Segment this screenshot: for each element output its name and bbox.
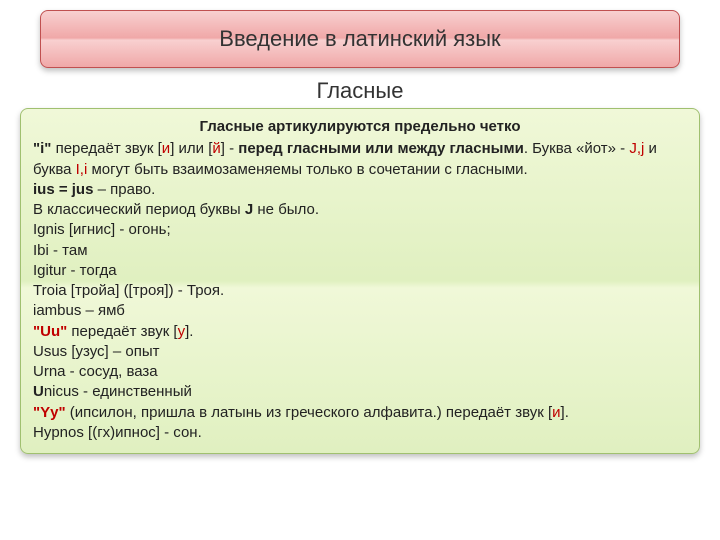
text-highlight: й <box>212 140 220 157</box>
line-7: Troia [тройа] ([троя]) - Троя. <box>33 281 687 301</box>
text: ] - <box>221 140 239 157</box>
line-12: Unicus - единственный <box>33 382 687 402</box>
line-9: "Uu" передаёт звук [у]. <box>33 322 687 342</box>
line-1: "i" передаёт звук [и] или [й] - перед гл… <box>33 139 687 180</box>
line-3: В классический период буквы J не было. <box>33 200 687 220</box>
slide: Введение в латинский язык Гласные Гласны… <box>0 0 720 540</box>
line-4: Ignis [игнис] - огонь; <box>33 220 687 240</box>
line-6: Igitur - тогда <box>33 261 687 281</box>
text: . Буква «йот» - <box>524 140 630 157</box>
text: не было. <box>253 201 319 218</box>
text: передаёт звук [ <box>67 323 177 340</box>
text: могут быть взаимозаменяемы только в соче… <box>87 161 527 178</box>
text-highlight: и <box>162 140 170 157</box>
content-box: Гласные артикулируются предельно четко "… <box>20 108 700 454</box>
content-heading: Гласные артикулируются предельно четко <box>33 117 687 137</box>
text: ]. <box>561 404 569 421</box>
line-8: iambus – ямб <box>33 301 687 321</box>
line-11: Urna - сосуд, ваза <box>33 362 687 382</box>
slide-title: Введение в латинский язык <box>219 26 500 52</box>
title-box: Введение в латинский язык <box>40 10 680 68</box>
line-14: Hypnos [(гх)ипнос] - сон. <box>33 423 687 443</box>
text: ]. <box>185 323 193 340</box>
text-highlight: J,j <box>629 140 644 157</box>
line-10: Usus [узус] – опыт <box>33 342 687 362</box>
line-13: "Yy" (ипсилон, пришла в латынь из гречес… <box>33 403 687 423</box>
text-highlight: I,i <box>76 161 88 178</box>
text: nicus - единственный <box>44 383 192 400</box>
line-2: ius = jus – право. <box>33 180 687 200</box>
text-highlight: и <box>552 404 560 421</box>
text-highlight: у <box>178 323 186 340</box>
text: "i" <box>33 140 51 157</box>
text-highlight: "Yy" <box>33 404 66 421</box>
text: – право. <box>93 181 155 198</box>
subtitle: Гласные <box>20 78 700 104</box>
text: В классический период буквы <box>33 201 245 218</box>
text-highlight: "Uu" <box>33 323 67 340</box>
text: передаёт звук [ <box>51 140 161 157</box>
text: перед гласными или между гласными <box>238 140 524 157</box>
text: ] или [ <box>170 140 212 157</box>
text: J <box>245 201 253 218</box>
text: (ипсилон, пришла в латынь из греческого … <box>66 404 553 421</box>
text: ius = jus <box>33 181 93 198</box>
text: U <box>33 383 44 400</box>
line-5: Ibi - там <box>33 241 687 261</box>
